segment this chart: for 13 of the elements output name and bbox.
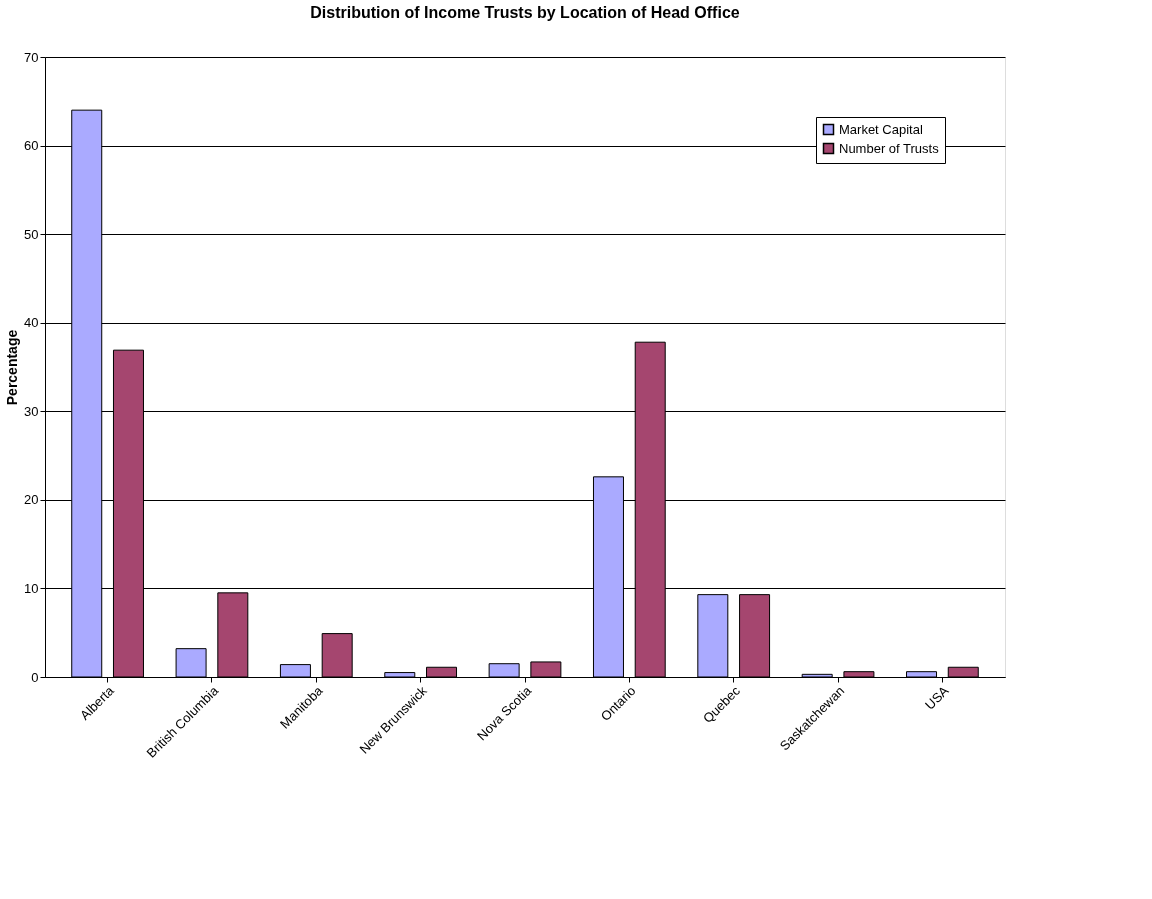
chart-title: Distribution of Income Trusts by Location of Head Office (310, 4, 740, 21)
y-tick-label: 10 (24, 580, 39, 596)
x-tick-label: USA (922, 682, 952, 713)
legend-label: Number of Trusts (839, 140, 940, 156)
y-tick-label: 20 (24, 492, 39, 508)
y-tick-label: 60 (24, 138, 39, 154)
y-axis-title: Percentage (4, 329, 21, 406)
legend-label: Market Capital (839, 121, 923, 137)
y-tick-label: 0 (31, 669, 39, 685)
y-tick-label: 40 (24, 315, 39, 331)
y-tick-label: 30 (24, 403, 39, 419)
y-tick-label: 50 (24, 226, 39, 242)
y-tick-label: 70 (24, 49, 39, 65)
